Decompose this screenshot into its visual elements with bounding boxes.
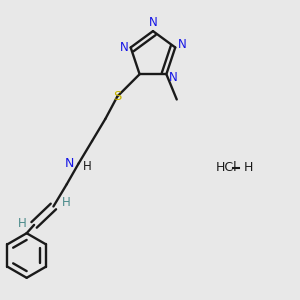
Text: N: N xyxy=(65,157,74,170)
Text: N: N xyxy=(148,16,157,29)
Text: N: N xyxy=(178,38,187,51)
Text: N: N xyxy=(120,41,128,54)
Text: H: H xyxy=(244,161,253,174)
Text: HCl: HCl xyxy=(215,161,237,174)
Text: H: H xyxy=(61,196,70,208)
Text: H: H xyxy=(83,160,92,173)
Text: H: H xyxy=(18,217,27,230)
Text: S: S xyxy=(113,90,122,103)
Text: N: N xyxy=(169,71,177,84)
